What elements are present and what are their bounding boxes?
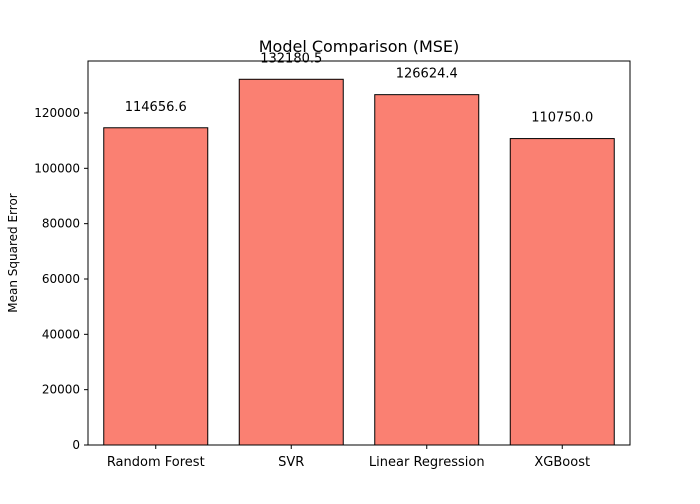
bar-random-forest: [103, 127, 209, 446]
value-labels: 114656.6 132180.5 126624.4 110750.0: [125, 51, 594, 125]
bar-svr: [238, 78, 344, 446]
x-tick-label: SVR: [278, 455, 304, 470]
y-tick-label: 20000: [42, 383, 80, 397]
bar-value-label: 126624.4: [396, 67, 458, 82]
y-tick-label: 0: [72, 438, 80, 452]
x-tick-label: Random Forest: [107, 455, 205, 470]
x-tick-label: Linear Regression: [369, 455, 485, 470]
y-axis-ticks: 0 20000 40000 60000 80000 100000 120000: [34, 106, 88, 452]
y-axis-label: Mean Squared Error: [6, 193, 20, 313]
axes-frame: [87, 60, 631, 446]
bars: [103, 78, 615, 446]
y-tick-label: 80000: [42, 217, 80, 231]
bar-value-label: 110750.0: [531, 111, 593, 126]
bar-value-label: 132180.5: [260, 51, 322, 66]
x-axis-ticks: Random Forest SVR Linear Regression XGBoost: [107, 445, 590, 470]
y-tick-label: 60000: [42, 272, 80, 286]
bar-linear-regression: [374, 94, 480, 446]
y-tick-label: 120000: [34, 106, 80, 120]
bar-value-label: 114656.6: [125, 100, 187, 115]
bar-xgboost: [509, 138, 615, 446]
chart-title: Model Comparison (MSE): [259, 37, 460, 56]
x-tick-label: XGBoost: [534, 455, 590, 470]
y-tick-label: 40000: [42, 327, 80, 341]
y-tick-label: 100000: [34, 161, 80, 175]
